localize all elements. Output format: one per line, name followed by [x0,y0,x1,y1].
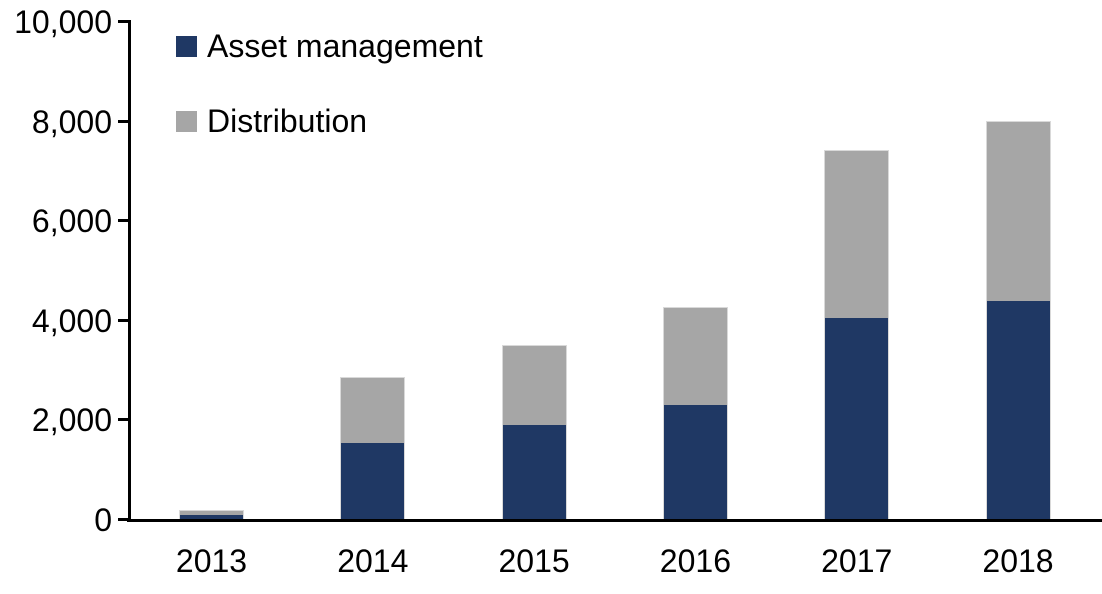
bar-segment-2016-distribution [663,308,727,406]
legend-label-asset-management: Asset management [207,28,483,64]
bar-2016 [662,307,728,519]
bar-2017 [824,150,890,519]
x-axis-label-2018: 2018 [982,543,1054,579]
y-axis-tick [118,219,128,223]
bar-segment-2018-asset-management [986,300,1050,519]
legend: Asset management Distribution [176,30,483,137]
bar-segment-2013-distribution [180,510,243,515]
y-axis-tick [118,20,128,23]
bar-segment-2016-asset-management [663,405,727,519]
y-axis-tick [118,518,128,521]
y-axis-tick [118,119,128,123]
y-axis-line [128,20,131,522]
bar-2015 [501,344,567,519]
y-axis-tick-label: 8,000 [31,103,112,140]
x-axis-label-2013: 2013 [175,543,248,579]
y-axis-tick [118,318,128,322]
y-axis-tick-label: 0 [94,502,112,538]
legend-swatch-asset-management [176,35,197,57]
bar-segment-2014-distribution [341,378,405,443]
x-axis-label-2015: 2015 [498,543,570,579]
x-axis-line [127,519,1102,522]
bar-2014 [340,377,406,519]
y-axis-tick-label: 10,000 [14,4,112,40]
legend-swatch-distribution [176,110,197,132]
y-axis-tick-label: 4,000 [31,302,112,339]
bar-segment-2015-distribution [502,345,566,426]
x-axis-label-2017: 2017 [821,543,893,579]
x-axis-label-2016: 2016 [659,543,731,579]
bar-2013 [179,509,244,519]
bar-segment-2018-distribution [986,121,1050,301]
bar-segment-2015-asset-management [502,425,566,519]
legend-label-distribution: Distribution [207,103,368,139]
legend-item-asset-management: Asset management [176,30,483,62]
x-axis-label-2014: 2014 [337,543,409,579]
bar-segment-2017-asset-management [825,318,889,519]
y-axis-tick-label: 6,000 [31,203,112,240]
bar-2018 [985,120,1051,519]
bar-segment-2014-asset-management [341,442,405,519]
legend-item-distribution: Distribution [176,105,483,137]
bar-segment-2017-distribution [825,151,889,319]
y-axis-tick-label: 2,000 [31,402,112,439]
bar-segment-2013-asset-management [180,515,243,519]
y-axis-tick [118,418,128,422]
